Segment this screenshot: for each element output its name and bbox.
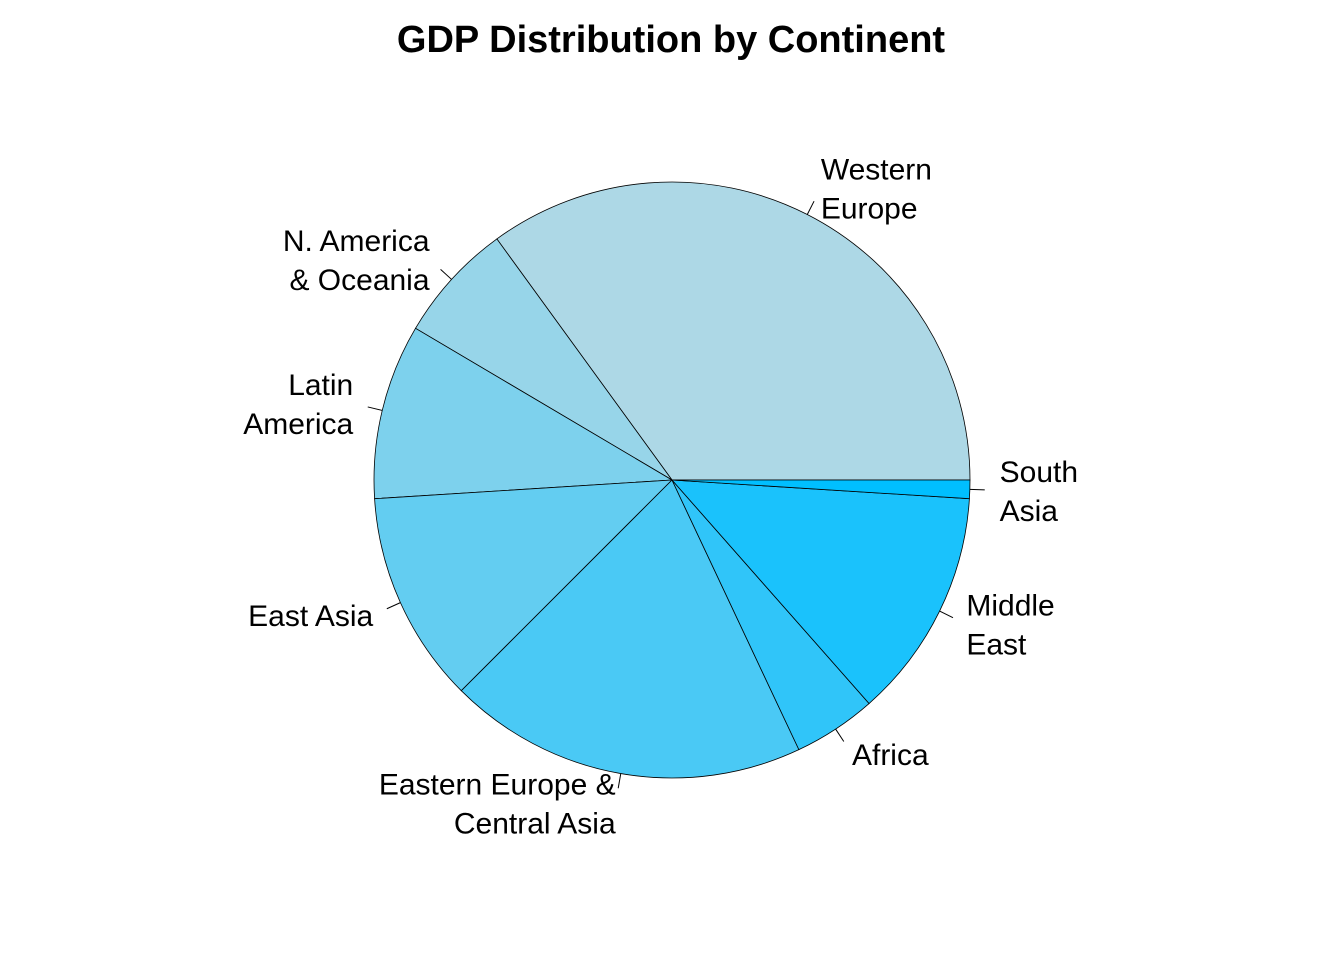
slice-label-south-asia: South Asia <box>1000 456 1078 528</box>
leader-line-east-asia <box>386 602 401 610</box>
slice-label-eastern-europe-central-asia: Eastern Europe & Central Asia <box>379 768 616 840</box>
slice-label-middle-east: Middle East <box>966 590 1054 662</box>
slice-label-latin-america: Latin America <box>243 369 353 441</box>
label-leader-lines <box>367 200 985 789</box>
slice-label-africa: Africa <box>852 739 929 772</box>
leader-line-latin-america <box>367 406 383 411</box>
slice-label-western-europe: Western Europe <box>821 153 932 225</box>
leader-line-western-europe <box>806 200 815 215</box>
pie-slice-east-asia <box>374 479 674 692</box>
leader-line-eastern-europe-central-asia <box>617 773 622 789</box>
pie-slice-middle-east <box>671 479 970 705</box>
leader-line-middle-east <box>939 610 954 619</box>
leader-line-n-america-oceania <box>440 269 452 280</box>
pie-slice-n-america-oceania <box>414 238 673 481</box>
slice-label-east-asia: East Asia <box>248 600 373 633</box>
leader-line-africa <box>835 728 845 742</box>
pie-slice-latin-america <box>373 327 674 500</box>
chart-title: GDP Distribution by Continent <box>397 19 946 61</box>
slice-labels: Western Europe N. America & Oceania Latin Ame… <box>243 153 1078 840</box>
pie-slices <box>373 181 971 779</box>
slice-label-n-america-oceania: N. America & Oceania <box>283 225 430 297</box>
